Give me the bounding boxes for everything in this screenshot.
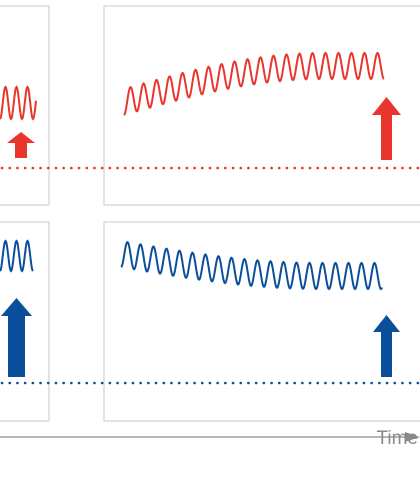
time-axis-arrowhead-icon <box>405 432 420 442</box>
panel-top-right <box>103 5 420 206</box>
large-up-arrow-icon <box>1 298 32 377</box>
blue-wave-right <box>120 240 383 291</box>
large-up-arrow-icon <box>372 97 401 160</box>
red-wave-right <box>123 51 385 116</box>
panel-bottom-right <box>103 221 420 422</box>
blue-wave-left <box>0 239 34 273</box>
red-wave-left <box>0 85 37 121</box>
panel-top-left <box>0 5 50 206</box>
panel-bottom-left <box>0 221 50 422</box>
small-up-arrow-icon <box>7 132 35 158</box>
large-up-arrow-icon <box>373 315 400 377</box>
time-axis-label: Time <box>376 428 418 449</box>
